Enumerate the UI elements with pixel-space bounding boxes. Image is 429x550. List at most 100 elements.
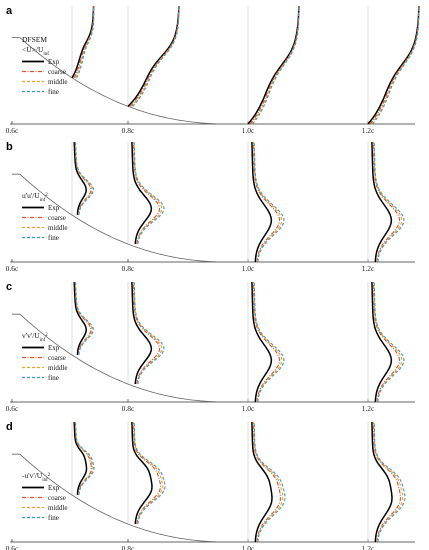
profile-line-middle <box>74 6 95 79</box>
legend-entry-label: Exp <box>48 204 60 212</box>
profile-line-fine <box>373 421 406 543</box>
x-tick-label: 0.8c <box>122 544 135 550</box>
legend-entry-label: coarse <box>48 354 66 362</box>
legend-entry-label: Exp <box>48 344 60 352</box>
legend-entry-label: fine <box>48 88 59 96</box>
legend-quantity: -u'v'/Uinf2 <box>22 471 51 483</box>
profile-line-fine <box>253 281 285 403</box>
profile-line-Exp <box>131 421 153 525</box>
legend-entry-label: middle <box>48 504 67 512</box>
legend-entry-label: Exp <box>48 484 60 492</box>
legend-entry-label: coarse <box>48 68 66 76</box>
x-tick-label: 1.2c <box>362 126 375 135</box>
profile-line-coarse <box>132 421 162 525</box>
legend-quantity: u'u'/Uinf2 <box>22 191 48 203</box>
x-tick-label: 0.6c <box>6 544 19 550</box>
profile-line-coarse <box>74 421 92 496</box>
panel-letter: b <box>6 141 13 153</box>
x-tick-label: 1.2c <box>362 404 375 413</box>
profile-line-coarse <box>74 281 92 356</box>
profile-line-Exp <box>127 5 180 107</box>
profile-line-middle <box>74 421 94 496</box>
profile-line-Exp <box>73 281 87 356</box>
legend-title: DFSEM <box>22 35 47 44</box>
legend-entry-label: coarse <box>48 214 66 222</box>
profile-line-fine <box>133 141 165 245</box>
x-tick-label: 1.2c <box>362 544 375 550</box>
x-tick-label: 0.8c <box>122 404 135 413</box>
profile-line-coarse <box>369 5 420 125</box>
legend-entry-label: Exp <box>48 58 60 66</box>
profile-line-Exp <box>371 141 393 263</box>
profile-line-middle <box>250 5 300 125</box>
profile-line-coarse <box>252 281 281 403</box>
x-tick-label: 0.8c <box>122 126 135 135</box>
profile-line-fine <box>253 141 285 263</box>
profile-line-coarse <box>252 421 282 543</box>
profile-line-Exp <box>367 5 420 125</box>
profile-line-Exp <box>131 141 153 245</box>
hump-wall-curve <box>12 173 232 263</box>
profile-line-Exp <box>371 421 393 543</box>
profile-line-Exp <box>251 281 273 403</box>
panel-letter: d <box>6 421 13 433</box>
profile-line-coarse <box>129 5 180 107</box>
legend-entry-label: fine <box>48 234 59 242</box>
legend-entry-label: middle <box>48 364 67 372</box>
profile-line-middle <box>373 421 404 543</box>
hump-wall-curve <box>12 313 232 403</box>
profile-line-Exp <box>71 5 95 79</box>
profile-line-Exp <box>131 281 153 385</box>
profile-line-middle <box>373 141 403 263</box>
panel-letter: c <box>6 281 12 293</box>
profile-line-Exp <box>251 421 273 543</box>
x-tick-label: 1.2c <box>362 264 375 273</box>
x-tick-label: 1.0c <box>242 544 255 550</box>
hump-wall-curve <box>12 453 232 543</box>
x-tick-label: 1.0c <box>242 404 255 413</box>
profile-line-middle <box>253 421 284 543</box>
profile-line-fine <box>75 142 94 216</box>
profile-line-fine <box>133 421 166 525</box>
profile-line-middle <box>253 141 283 263</box>
legend-entry-label: middle <box>48 224 67 232</box>
x-tick-label: 1.0c <box>242 126 255 135</box>
profile-line-middle <box>130 5 180 107</box>
profile-line-middle <box>133 141 163 245</box>
x-tick-label: 0.6c <box>6 264 19 273</box>
x-tick-label: 0.6c <box>6 404 19 413</box>
profile-line-middle <box>133 281 163 385</box>
hump-wall-curve <box>12 37 232 125</box>
panel-letter: a <box>6 5 13 17</box>
profile-line-Exp <box>251 141 273 263</box>
profile-line-fine <box>75 282 94 356</box>
profile-line-coarse <box>249 5 300 125</box>
profile-line-middle <box>373 281 403 403</box>
x-tick-label: 1.0c <box>242 264 255 273</box>
legend-entry-label: coarse <box>48 494 66 502</box>
legend-entry-label: fine <box>48 374 59 382</box>
profile-line-middle <box>370 5 420 125</box>
profile-line-middle <box>253 281 283 403</box>
profile-line-Exp <box>371 281 393 403</box>
legend-entry-label: fine <box>48 514 59 522</box>
profile-line-coarse <box>372 141 401 263</box>
profile-line-coarse <box>132 141 161 245</box>
legend-entry-label: middle <box>48 78 67 86</box>
legend-quantity: <U>/Uinf <box>22 45 49 57</box>
profile-line-coarse <box>372 421 402 543</box>
profile-line-fine <box>133 281 165 385</box>
x-tick-label: 0.6c <box>6 126 19 135</box>
profile-line-coarse <box>74 141 92 216</box>
profile-line-middle <box>133 421 164 525</box>
profile-line-coarse <box>252 141 281 263</box>
profile-line-coarse <box>372 281 401 403</box>
profile-line-Exp <box>247 5 300 125</box>
profile-line-fine <box>373 141 405 263</box>
x-tick-label: 0.8c <box>122 264 135 273</box>
profile-line-Exp <box>73 141 87 216</box>
profile-line-fine <box>76 6 95 79</box>
profile-line-coarse <box>132 281 161 385</box>
profile-line-fine <box>75 422 95 496</box>
